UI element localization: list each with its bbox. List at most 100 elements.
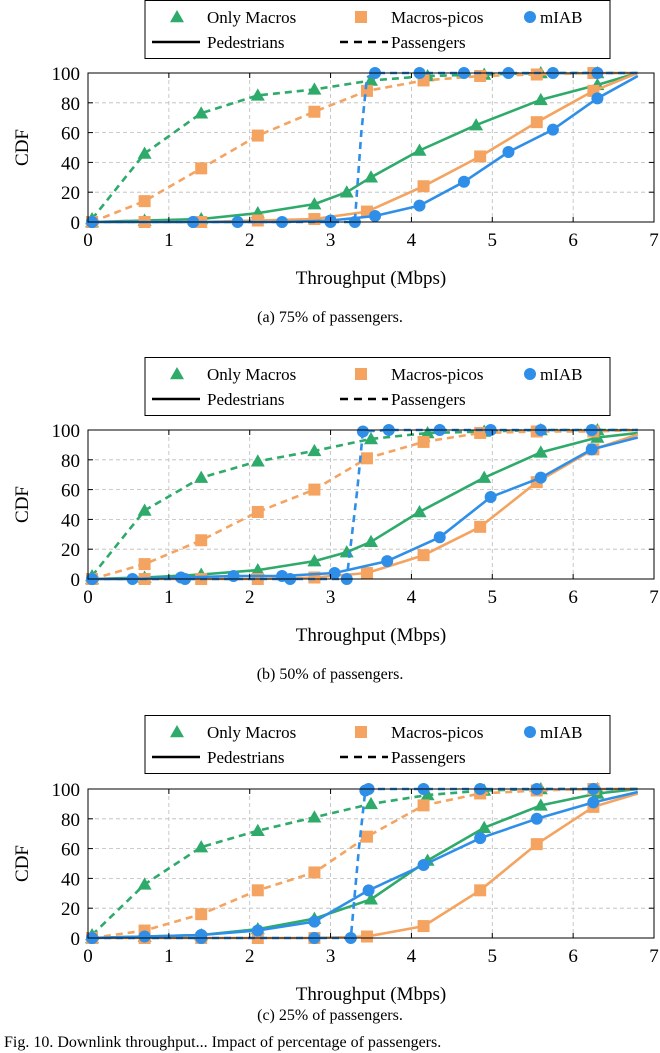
data-point bbox=[194, 106, 209, 119]
figure-caption: Fig. 10. Downlink throughput... Impact o… bbox=[4, 1036, 442, 1051]
data-point bbox=[251, 884, 264, 897]
data-point bbox=[251, 129, 264, 142]
y-tick-label: 60 bbox=[61, 124, 80, 145]
x-tick-label: 5 bbox=[488, 230, 498, 251]
data-point bbox=[587, 796, 600, 809]
series-markers-macros-picos-pedestrians bbox=[86, 443, 600, 585]
data-point bbox=[195, 162, 208, 175]
series-markers-macros-picos-passengers bbox=[86, 783, 600, 944]
y-tick-label: 0 bbox=[71, 570, 81, 591]
data-point bbox=[417, 858, 430, 871]
data-point bbox=[546, 123, 559, 136]
data-point bbox=[307, 554, 322, 567]
data-point bbox=[364, 796, 378, 810]
series-markers-macros-picos-passengers bbox=[86, 67, 600, 228]
x-axis-label: Throughput (Mbps) bbox=[296, 984, 446, 1005]
y-tick-label: 40 bbox=[61, 510, 80, 531]
y-tick-label: 40 bbox=[61, 869, 80, 890]
data-point bbox=[137, 877, 152, 890]
series-line-miab-passengers bbox=[92, 787, 638, 940]
data-point bbox=[417, 549, 430, 562]
series-markers-only-macros-passengers bbox=[85, 66, 605, 225]
legend-triangle-marker bbox=[170, 367, 184, 380]
data-point bbox=[369, 210, 382, 223]
ticks: 0 1 2 3 4 5 6 7 0 20 40 60 80 100 bbox=[52, 64, 659, 251]
panel-c: Only Macros Macros-picos mIAB Pedestrians Pa… bbox=[12, 715, 659, 1024]
data-point bbox=[530, 812, 543, 825]
data-point bbox=[194, 840, 209, 853]
y-tick-label: 80 bbox=[61, 94, 80, 115]
plot-frame bbox=[87, 429, 655, 580]
y-tick-label: 100 bbox=[52, 421, 81, 442]
data-point bbox=[276, 570, 289, 583]
data-point bbox=[250, 88, 265, 101]
x-tick-label: 0 bbox=[83, 230, 93, 251]
x-tick-label: 3 bbox=[326, 230, 336, 251]
data-point bbox=[420, 425, 435, 439]
data-point bbox=[362, 884, 375, 897]
series-markers-only-macros-passengers bbox=[85, 782, 605, 941]
grid bbox=[88, 73, 654, 222]
series-markers-macros-picos-passengers bbox=[86, 425, 600, 585]
panel-caption: (b) 50% of passengers. bbox=[257, 666, 404, 683]
data-point bbox=[360, 930, 373, 943]
series-line-only-macros-pedestrians bbox=[91, 431, 638, 581]
data-point bbox=[308, 915, 321, 928]
legend-triangle-marker bbox=[170, 10, 184, 23]
legend: Only Macros Macros-picos mIAB Pedestrians Pa… bbox=[144, 0, 611, 59]
data-point bbox=[412, 504, 427, 518]
data-point bbox=[433, 531, 446, 544]
legend-label-macros-picos: Macros-picos bbox=[391, 8, 484, 27]
panel-caption: (c) 25% of passengers. bbox=[257, 1007, 403, 1024]
data-point bbox=[364, 431, 378, 445]
x-tick-label: 5 bbox=[488, 946, 498, 967]
y-tick-label: 100 bbox=[52, 780, 81, 801]
legend-square-marker bbox=[355, 726, 367, 738]
data-point bbox=[360, 567, 373, 580]
y-axis-label: CDF bbox=[12, 129, 33, 166]
legend-label-macros-picos: Macros-picos bbox=[391, 723, 484, 742]
x-tick-label: 4 bbox=[407, 946, 417, 967]
data-point bbox=[457, 175, 470, 188]
data-point bbox=[474, 520, 487, 533]
data-point bbox=[174, 571, 187, 584]
x-tick-label: 0 bbox=[83, 946, 93, 967]
data-point bbox=[356, 425, 369, 438]
y-tick-label: 60 bbox=[61, 840, 80, 861]
x-tick-label: 1 bbox=[164, 230, 174, 251]
data-point bbox=[502, 145, 515, 158]
series-group bbox=[85, 66, 639, 228]
data-point bbox=[307, 197, 322, 210]
data-point bbox=[307, 810, 322, 823]
y-tick-label: 100 bbox=[52, 64, 81, 85]
series-line-macros-picos-passengers bbox=[91, 787, 638, 940]
data-point bbox=[534, 471, 547, 484]
data-point bbox=[307, 443, 322, 457]
y-tick-label: 20 bbox=[61, 540, 80, 561]
legend-frame bbox=[144, 357, 611, 416]
data-point bbox=[413, 199, 426, 212]
series-group bbox=[85, 423, 639, 585]
y-tick-label: 40 bbox=[61, 153, 80, 174]
legend-circle-marker bbox=[524, 726, 536, 738]
x-tick-label: 6 bbox=[568, 230, 578, 251]
data-point bbox=[138, 195, 151, 208]
data-point bbox=[484, 491, 497, 504]
data-point bbox=[328, 567, 341, 580]
legend-label-only-macros: Only Macros bbox=[207, 8, 296, 27]
data-point bbox=[250, 563, 265, 576]
data-point bbox=[251, 924, 264, 937]
data-point bbox=[381, 555, 394, 568]
ticks: 0 1 2 3 4 5 6 7 0 20 40 60 80 100 bbox=[52, 421, 659, 608]
legend-label-pedestrians: Pedestrians bbox=[207, 390, 284, 409]
data-point bbox=[417, 799, 430, 812]
legend-label-passengers: Passengers bbox=[391, 33, 466, 52]
data-point bbox=[307, 82, 322, 95]
y-tick-label: 0 bbox=[71, 213, 81, 234]
series-markers-miab-passengers bbox=[86, 424, 598, 585]
series-markers-macros-picos-pedestrians bbox=[86, 800, 600, 944]
y-axis-label: CDF bbox=[12, 486, 33, 523]
data-point bbox=[360, 84, 373, 97]
legend-frame bbox=[144, 715, 611, 774]
